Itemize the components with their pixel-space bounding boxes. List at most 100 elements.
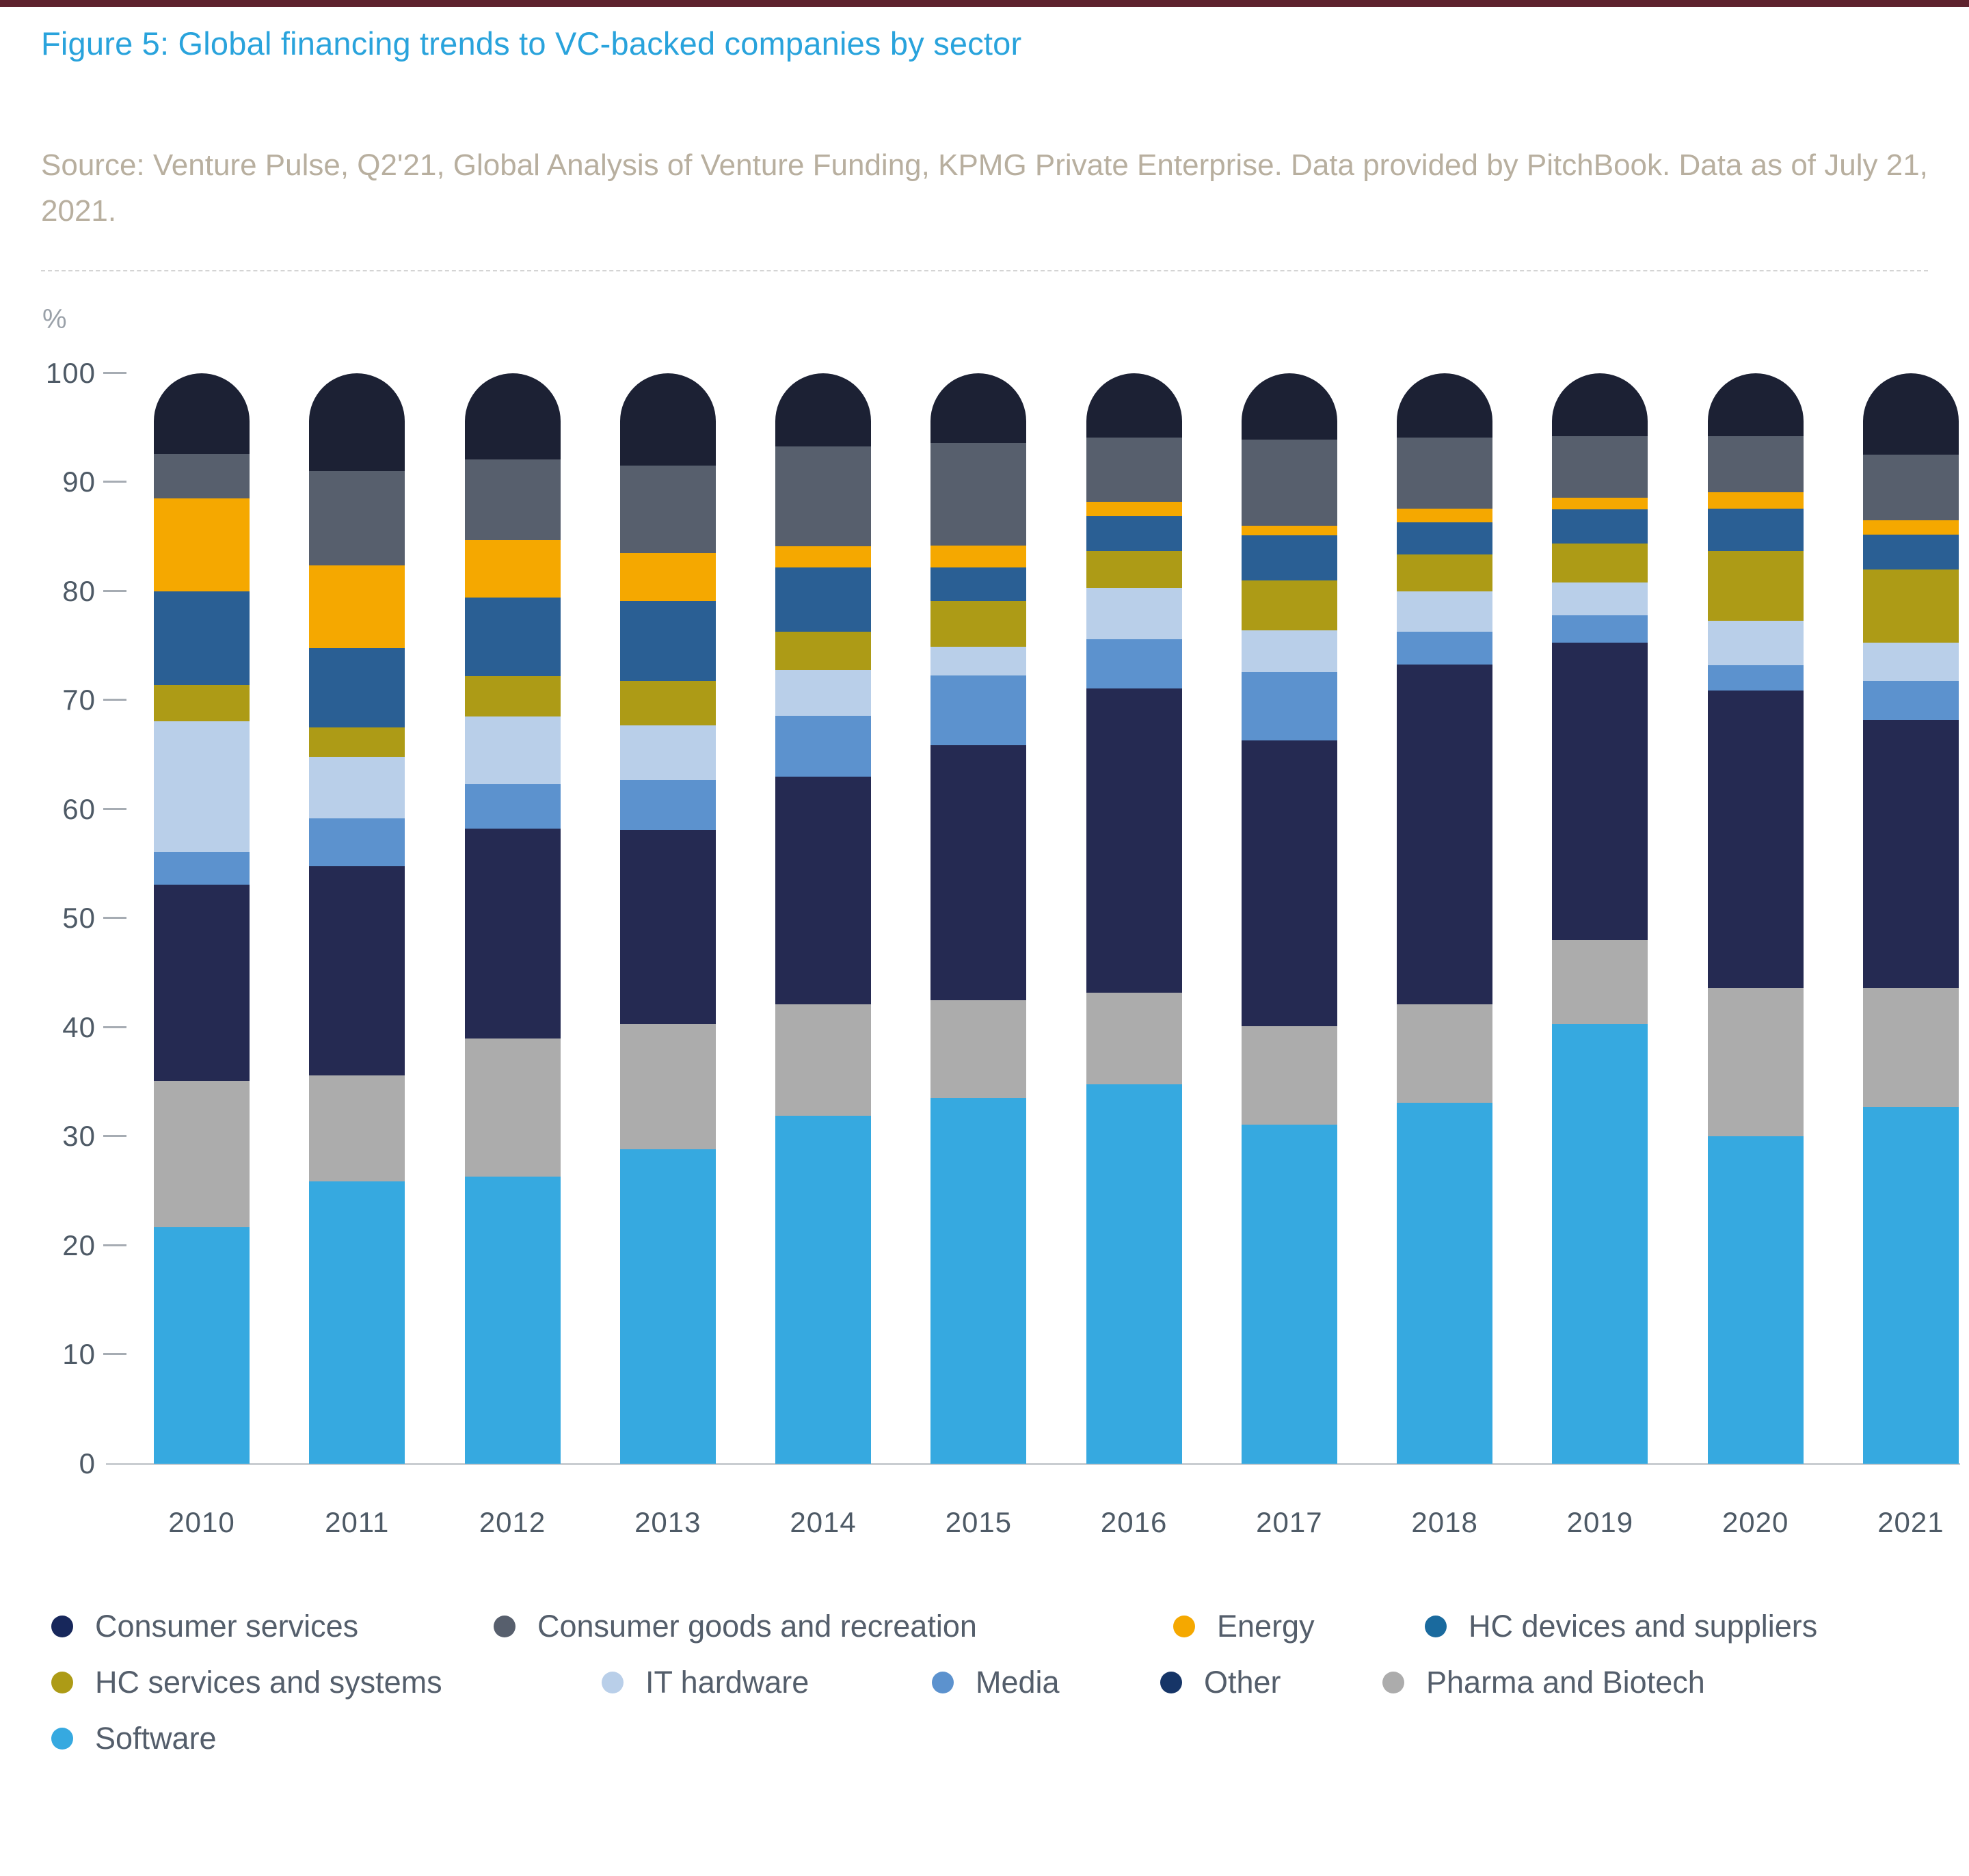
- segment-software-2019: [1552, 1023, 1648, 1464]
- segment-hc-devices-and-suppliers-2019: [1552, 509, 1648, 544]
- segment-hc-devices-and-suppliers-2010: [154, 591, 250, 685]
- segment-it-hardware-2013: [619, 725, 716, 780]
- x-axis-baseline: [106, 1462, 1960, 1465]
- segment-consumer-goods-and-recreation-2015: [930, 442, 1027, 546]
- y-tick-mark: [103, 1026, 126, 1028]
- segment-media-2016: [1086, 639, 1182, 688]
- x-label-2010: 2010: [168, 1505, 235, 1538]
- y-tick-label: 30: [62, 1120, 96, 1153]
- legend-dot-icon: [1160, 1671, 1182, 1693]
- segment-hc-devices-and-suppliers-2011: [309, 647, 405, 728]
- segment-it-hardware-2019: [1552, 582, 1648, 615]
- segment-consumer-goods-and-recreation-2016: [1086, 437, 1182, 502]
- legend-label: Software: [95, 1720, 217, 1756]
- segment-hc-devices-and-suppliers-2013: [619, 601, 716, 681]
- segment-hc-services-and-systems-2017: [1241, 580, 1337, 631]
- stacked-bar-2014: [775, 373, 872, 1464]
- figure-header: Figure 5: Global financing trends to VC-…: [0, 0, 1969, 234]
- segment-it-hardware-2012: [464, 716, 561, 785]
- segment-other-2010: [154, 373, 250, 454]
- segment-other-2011: [309, 373, 405, 472]
- segment-media-2015: [930, 675, 1027, 745]
- segment-it-hardware-2010: [154, 721, 250, 852]
- segment-hc-devices-and-suppliers-2016: [1086, 515, 1182, 551]
- segment-it-hardware-2011: [309, 757, 405, 818]
- segment-pharma-and-biotech-2018: [1397, 1004, 1493, 1103]
- legend-dot-icon: [51, 1615, 73, 1637]
- segment-software-2021: [1862, 1107, 1959, 1464]
- segment-energy-2020: [1707, 492, 1804, 509]
- x-label-2017: 2017: [1256, 1505, 1323, 1538]
- y-tick-label: 50: [62, 902, 96, 935]
- legend-item-pharma-and-biotech: Pharma and Biotech: [1382, 1665, 1705, 1700]
- segment-it-hardware-2016: [1086, 588, 1182, 639]
- segment-consumer-goods-and-recreation-2012: [464, 459, 561, 540]
- legend-dot-icon: [602, 1671, 624, 1693]
- y-tick-label: 10: [62, 1338, 96, 1371]
- segment-pharma-and-biotech-2021: [1862, 988, 1959, 1108]
- x-label-2019: 2019: [1566, 1505, 1634, 1538]
- legend-item-hc-services-and-systems: HC services and systems: [51, 1665, 602, 1700]
- y-tick-label: 80: [62, 574, 96, 607]
- segment-energy-2015: [930, 545, 1027, 567]
- segment-energy-2010: [154, 498, 250, 591]
- segment-pharma-and-biotech-2016: [1086, 992, 1182, 1084]
- segment-consumer-goods-and-recreation-2014: [775, 446, 872, 547]
- segment-energy-2013: [619, 552, 716, 602]
- segment-consumer-services-2019: [1552, 642, 1648, 941]
- segment-energy-2016: [1086, 502, 1182, 516]
- x-label-2015: 2015: [945, 1505, 1013, 1538]
- segment-consumer-services-2010: [154, 884, 250, 1081]
- bar-column-2015: [930, 373, 1027, 1464]
- stacked-bar-2015: [930, 373, 1027, 1464]
- segment-hc-devices-and-suppliers-2021: [1862, 534, 1959, 570]
- bar-column-2013: [619, 373, 716, 1464]
- segment-media-2019: [1552, 615, 1648, 643]
- header-divider: [41, 269, 1928, 271]
- x-axis-labels: 2010 2011 2012 2013 2014 2015 2016 2017 2018 2019…: [154, 1506, 1959, 1539]
- segment-media-2012: [464, 784, 561, 829]
- segment-other-2016: [1086, 373, 1182, 438]
- segment-energy-2012: [464, 539, 561, 598]
- y-tick-label: 20: [62, 1229, 96, 1261]
- segment-consumer-goods-and-recreation-2021: [1862, 455, 1959, 521]
- legend-label: HC devices and suppliers: [1469, 1608, 1818, 1644]
- segment-consumer-services-2021: [1862, 719, 1959, 989]
- segment-other-2020: [1707, 373, 1804, 437]
- segment-it-hardware-2020: [1707, 620, 1804, 666]
- stacked-bar-2011: [309, 373, 405, 1464]
- legend-dot-icon: [51, 1671, 73, 1693]
- bar-column-2012: [464, 373, 561, 1464]
- segment-hc-services-and-systems-2021: [1862, 569, 1959, 643]
- segment-consumer-goods-and-recreation-2019: [1552, 436, 1648, 498]
- segment-consumer-goods-and-recreation-2020: [1707, 436, 1804, 492]
- segment-hc-devices-and-suppliers-2020: [1707, 508, 1804, 551]
- y-tick-label: 70: [62, 684, 96, 716]
- segment-other-2018: [1397, 373, 1493, 438]
- legend-item-consumer-goods-and-recreation: Consumer goods and recreation: [494, 1609, 1173, 1644]
- y-tick-mark: [103, 371, 126, 374]
- y-tick-mark: [103, 807, 126, 810]
- segment-hc-services-and-systems-2011: [309, 727, 405, 758]
- x-label-2012: 2012: [479, 1505, 546, 1538]
- segment-software-2013: [619, 1149, 716, 1464]
- segment-hc-services-and-systems-2019: [1552, 543, 1648, 583]
- y-tick-mark: [103, 589, 126, 592]
- segment-hc-devices-and-suppliers-2014: [775, 567, 872, 632]
- segment-pharma-and-biotech-2014: [775, 1004, 872, 1116]
- legend-item-other: Other: [1160, 1665, 1382, 1700]
- stacked-bar-2021: [1862, 373, 1959, 1464]
- segment-hc-services-and-systems-2018: [1397, 554, 1493, 591]
- legend-item-media: Media: [932, 1665, 1160, 1700]
- segment-other-2015: [930, 373, 1027, 443]
- legend-row: HC services and systems IT hardware Media O…: [51, 1665, 1969, 1700]
- bar-column-2020: [1707, 373, 1804, 1464]
- legend-item-consumer-services: Consumer services: [51, 1609, 494, 1644]
- legend-dot-icon: [1173, 1615, 1195, 1637]
- legend-dot-icon: [1382, 1671, 1404, 1693]
- bar-column-2021: [1862, 373, 1959, 1464]
- segment-software-2017: [1241, 1124, 1337, 1464]
- segment-it-hardware-2017: [1241, 630, 1337, 672]
- y-axis: 0 10 20 30 40 50 60 70 80 90 100: [0, 357, 154, 1479]
- segment-software-2015: [930, 1098, 1027, 1464]
